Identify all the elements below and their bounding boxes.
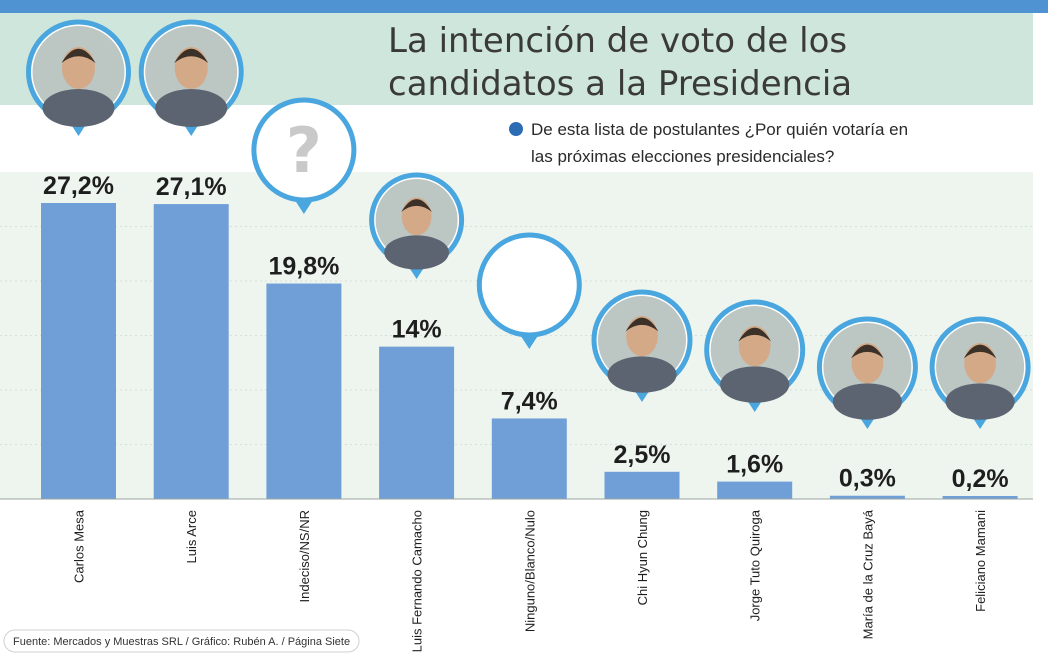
avatar-ring <box>251 97 357 203</box>
person-shoulders-icon <box>384 235 449 270</box>
avatars-group: ? <box>26 19 1031 429</box>
data-label: 7,4% <box>501 387 558 415</box>
question-bullet-icon <box>509 122 523 136</box>
avatar-ring <box>476 232 582 338</box>
avatar <box>476 232 582 349</box>
source-note: Fuente: Mercados y Muestras SRL / Gráfic… <box>13 636 350 648</box>
data-label: 1,6% <box>726 451 783 479</box>
bar <box>942 496 1018 499</box>
bar <box>153 204 229 499</box>
top-stripe <box>0 0 1048 13</box>
category-label: Indeciso/NS/NR <box>297 510 312 602</box>
category-label: Luis Fernando Camacho <box>410 510 425 652</box>
question-line-2: las próximas elecciones presidenciales? <box>531 147 834 166</box>
bar <box>829 495 905 499</box>
person-shoulders-icon <box>832 383 902 420</box>
question-mark-icon: ? <box>286 114 322 187</box>
chart-title-line-2: candidatos a la Presidencia <box>388 64 852 104</box>
person-hair-icon <box>174 48 209 63</box>
data-label: 0,3% <box>839 465 896 493</box>
person-hair-icon <box>625 317 659 332</box>
bar <box>379 346 455 499</box>
person-hair-icon <box>61 48 96 63</box>
data-label: 14% <box>392 316 442 344</box>
category-label: Jorge Tuto Quiroga <box>748 509 763 621</box>
data-label: 2,5% <box>614 441 671 469</box>
avatar <box>591 289 693 402</box>
value-labels-group: 27,2% 27,1% 19,8% 14% 7,4% 2,5% 1,6% 0,3% 0,2% <box>43 172 1009 493</box>
category-labels-group: Carlos Mesa Luis Arce Indeciso/NS/NR Luis F… <box>72 509 989 652</box>
bars-group <box>41 203 1018 499</box>
person-shoulders-icon <box>42 89 115 127</box>
category-label: Chi Hyun Chung <box>635 510 650 605</box>
bar <box>604 471 680 499</box>
bar <box>41 203 116 499</box>
person-shoulders-icon <box>945 383 1015 420</box>
person-shoulders-icon <box>607 356 677 393</box>
data-label: 19,8% <box>268 253 339 281</box>
person-hair-icon <box>851 344 884 359</box>
category-label: María de la Cruz Bayá <box>860 509 875 639</box>
avatar <box>138 19 244 136</box>
person-shoulders-icon <box>720 366 790 403</box>
category-label: Luis Arce <box>184 510 199 563</box>
person-hair-icon <box>738 327 772 342</box>
avatar <box>26 19 131 136</box>
category-label: Carlos Mesa <box>72 509 87 583</box>
data-label: 27,1% <box>156 173 227 201</box>
data-label: 0,2% <box>952 465 1009 493</box>
avatar: ? <box>251 97 357 214</box>
bar <box>266 283 342 499</box>
person-shoulders-icon <box>155 89 228 127</box>
avatar <box>929 316 1031 429</box>
data-label: 27,2% <box>43 172 114 200</box>
category-label: Ninguno/Blanco/Nulo <box>522 510 537 632</box>
avatar <box>704 299 806 412</box>
bar <box>491 418 567 499</box>
avatar <box>816 316 918 429</box>
chart-title-line-1: La intención de voto de los <box>388 21 847 61</box>
person-hair-icon <box>963 344 997 359</box>
person-hair-icon <box>401 199 432 212</box>
avatar <box>369 172 465 279</box>
category-label: Feliciano Mamani <box>973 510 988 612</box>
bar <box>717 481 793 499</box>
question-line-1: De esta lista de postulantes ¿Por quién … <box>531 120 908 139</box>
source-box <box>3 629 360 653</box>
